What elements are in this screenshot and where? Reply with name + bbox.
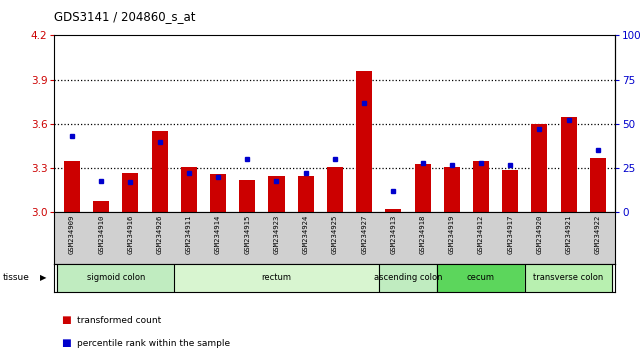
Bar — [64, 161, 80, 212]
Bar — [561, 116, 577, 212]
Text: transformed count: transformed count — [77, 316, 161, 325]
Bar — [437, 264, 525, 292]
Text: GSM234926: GSM234926 — [156, 215, 163, 254]
Bar — [269, 176, 285, 212]
Text: GSM234917: GSM234917 — [507, 215, 513, 254]
Text: ■: ■ — [61, 338, 71, 348]
Bar — [239, 180, 255, 212]
Text: GSM234912: GSM234912 — [478, 215, 484, 254]
Text: percentile rank within the sample: percentile rank within the sample — [77, 339, 230, 348]
Bar — [590, 158, 606, 212]
Bar — [385, 210, 401, 212]
Bar — [152, 131, 168, 212]
Bar — [297, 176, 313, 212]
Text: GSM234909: GSM234909 — [69, 215, 75, 254]
Bar — [473, 161, 489, 212]
Text: GSM234923: GSM234923 — [274, 215, 279, 254]
Bar — [210, 174, 226, 212]
Text: GSM234911: GSM234911 — [186, 215, 192, 254]
Text: cecum: cecum — [467, 273, 495, 282]
Bar — [122, 173, 138, 212]
Bar — [415, 164, 431, 212]
Bar — [174, 264, 379, 292]
Bar — [379, 264, 437, 292]
Bar — [327, 167, 343, 212]
Text: transverse colon: transverse colon — [533, 273, 604, 282]
Text: GSM234921: GSM234921 — [565, 215, 572, 254]
Text: ■: ■ — [61, 315, 71, 325]
Text: GSM234916: GSM234916 — [128, 215, 133, 254]
Text: GDS3141 / 204860_s_at: GDS3141 / 204860_s_at — [54, 10, 196, 23]
Text: GSM234925: GSM234925 — [332, 215, 338, 254]
Text: GSM234918: GSM234918 — [420, 215, 426, 254]
Text: sigmoid colon: sigmoid colon — [87, 273, 145, 282]
Text: ascending colon: ascending colon — [374, 273, 442, 282]
Text: ▶: ▶ — [40, 273, 47, 282]
Bar — [525, 264, 612, 292]
Bar — [502, 170, 518, 212]
Bar — [444, 167, 460, 212]
Text: GSM234914: GSM234914 — [215, 215, 221, 254]
Bar — [356, 71, 372, 212]
Text: GSM234927: GSM234927 — [361, 215, 367, 254]
Text: tissue: tissue — [3, 273, 30, 282]
Text: GSM234919: GSM234919 — [449, 215, 454, 254]
Text: GSM234913: GSM234913 — [390, 215, 396, 254]
Text: GSM234910: GSM234910 — [98, 215, 104, 254]
Text: GSM234924: GSM234924 — [303, 215, 309, 254]
Bar — [531, 124, 547, 212]
Text: GSM234915: GSM234915 — [244, 215, 250, 254]
Bar — [181, 167, 197, 212]
Bar — [93, 201, 109, 212]
Bar — [58, 264, 174, 292]
Text: GSM234922: GSM234922 — [595, 215, 601, 254]
Text: GSM234920: GSM234920 — [537, 215, 542, 254]
Text: rectum: rectum — [262, 273, 292, 282]
